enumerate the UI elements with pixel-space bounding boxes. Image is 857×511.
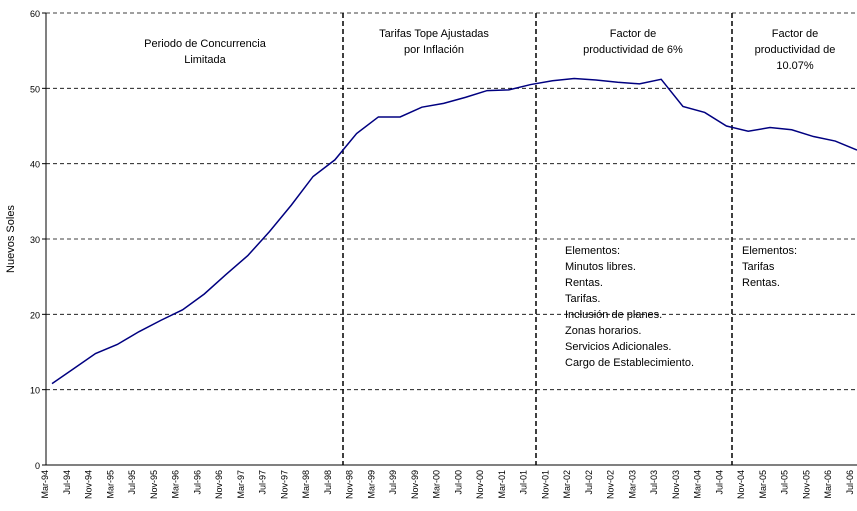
y-tick-label: 0	[35, 461, 40, 471]
period-element: Elementos:	[742, 245, 797, 257]
x-tick-label: Jul-97	[258, 470, 268, 495]
period-element: Elementos:	[565, 245, 620, 257]
x-tick-label: Jul-03	[649, 470, 659, 495]
period-title: Tarifas Tope Ajustadas	[379, 28, 489, 40]
x-tick-label: Mar-00	[432, 470, 442, 499]
data-line	[51, 77, 857, 385]
x-tick-label: Nov-01	[540, 470, 550, 499]
x-tick-label: Nov-02	[606, 470, 616, 499]
x-tick-label: Mar-03	[627, 470, 637, 499]
y-tick-label: 10	[30, 386, 40, 396]
period-title: por Inflación	[404, 44, 464, 56]
x-tick-label: Nov-95	[149, 470, 159, 499]
y-tick-label: 60	[30, 9, 40, 19]
x-tick-label: Mar-02	[562, 470, 572, 499]
x-tick-label: Nov-03	[671, 470, 681, 499]
period-title: 10.07%	[776, 60, 814, 72]
x-tick-label: Jul-02	[584, 470, 594, 495]
period-title: Factor de	[610, 28, 656, 40]
x-tick-label: Nov-98	[345, 470, 355, 499]
x-tick-label: Nov-00	[475, 470, 485, 499]
x-tick-label: Jul-98	[323, 470, 333, 495]
x-tick-label: Jul-05	[780, 470, 790, 495]
x-tick-label: Jul-94	[62, 470, 72, 495]
period-title: productividad de 6%	[583, 44, 683, 56]
period-element: Cargo de Establecimiento.	[565, 357, 694, 369]
x-tick-label: Nov-05	[801, 470, 811, 499]
x-tick-label: Nov-04	[736, 470, 746, 499]
x-tick-label: Jul-95	[127, 470, 137, 495]
y-axis-label: Nuevos Soles	[5, 205, 17, 273]
x-tick-label: Mar-01	[497, 470, 507, 499]
period-element: Rentas.	[565, 277, 603, 289]
x-tick-label: Mar-95	[105, 470, 115, 499]
period-element: Zonas horarios.	[565, 325, 641, 337]
x-tick-label: Nov-96	[214, 470, 224, 499]
x-tick-label: Mar-97	[236, 470, 246, 499]
period-element: Minutos libres.	[565, 261, 636, 273]
x-tick-label: Nov-99	[410, 470, 420, 499]
period-title: Periodo de Concurrencia	[144, 38, 267, 50]
x-tick-label: Jul-06	[845, 470, 855, 495]
x-tick-label: Nov-94	[84, 470, 94, 499]
period-element: Rentas.	[742, 277, 780, 289]
x-tick-label: Mar-94	[40, 470, 50, 499]
x-tick-label: Jul-01	[519, 470, 529, 495]
x-tick-label: Mar-04	[693, 470, 703, 499]
period-element: Tarifas	[742, 261, 775, 273]
x-tick-label: Mar-98	[301, 470, 311, 499]
x-tick-label: Jul-96	[192, 470, 202, 495]
period-element: Tarifas.	[565, 293, 600, 305]
period-title: Limitada	[184, 54, 226, 66]
y-tick-label: 30	[30, 235, 40, 245]
period-title: Factor de	[772, 28, 818, 40]
period-element: Inclusión de planes.	[565, 309, 662, 321]
y-tick-label: 20	[30, 310, 40, 320]
y-tick-label: 50	[30, 84, 40, 94]
x-tick-label: Jul-04	[714, 470, 724, 495]
x-tick-label: Jul-99	[388, 470, 398, 495]
x-tick-label: Jul-00	[453, 470, 463, 495]
period-element: Servicios Adicionales.	[565, 341, 671, 353]
y-tick-label: 40	[30, 160, 40, 170]
x-tick-label: Mar-06	[823, 470, 833, 499]
x-tick-label: Mar-96	[171, 470, 181, 499]
x-tick-label: Mar-99	[366, 470, 376, 499]
x-tick-label: Nov-97	[279, 470, 289, 499]
x-tick-label: Mar-05	[758, 470, 768, 499]
period-title: productividad de	[755, 44, 836, 56]
